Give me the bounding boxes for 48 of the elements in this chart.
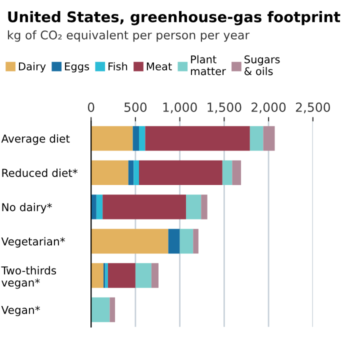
bar <box>186 194 202 220</box>
y-tick-label: Two-thirds vegan* <box>1 266 56 289</box>
bar <box>91 194 96 220</box>
chart-subtitle: kg of CO₂ equivalent per person per year <box>8 30 250 42</box>
bar <box>135 263 152 288</box>
y-tick-label: Reduced diet* <box>2 168 78 177</box>
legend-label: Dairy <box>18 62 46 72</box>
bar <box>151 263 159 288</box>
bar <box>110 297 116 322</box>
x-tick-label: 1,500 <box>208 102 242 114</box>
bar <box>91 297 110 322</box>
bar <box>91 263 104 288</box>
bar <box>193 228 198 254</box>
bar <box>263 126 275 151</box>
x-tick-label: 2,500 <box>296 102 330 114</box>
bar <box>138 126 146 151</box>
bar <box>222 160 232 186</box>
x-tick-label: 0 <box>88 102 94 112</box>
bar <box>91 228 168 254</box>
legend-label: Meat <box>146 62 172 70</box>
bar <box>91 160 128 186</box>
legend-label: Sugars & oils <box>244 55 280 76</box>
bar <box>96 194 103 220</box>
bar <box>128 160 134 186</box>
y-tick-label: Vegetarian* <box>1 237 65 248</box>
bar <box>105 263 108 288</box>
legend-label: Fish <box>108 62 128 70</box>
bar <box>108 263 136 288</box>
chart-title: United States, greenhouse-gas footprint <box>8 11 340 26</box>
bar <box>134 160 139 186</box>
bar <box>180 228 194 254</box>
bar <box>168 228 180 254</box>
bar <box>232 160 242 186</box>
bar <box>250 126 264 151</box>
bar <box>102 194 186 220</box>
bar <box>145 126 250 151</box>
bar <box>201 194 208 220</box>
y-tick-label: Vegan* <box>1 306 40 316</box>
x-tick-label: 2,000 <box>252 102 286 114</box>
bar <box>91 126 133 151</box>
bar <box>138 160 222 186</box>
x-tick-label: 1,000 <box>163 102 197 114</box>
legend-label: Plant matter <box>191 55 226 76</box>
bar <box>132 126 139 151</box>
y-tick-label: No dairy* <box>2 202 52 214</box>
x-tick-label: 500 <box>124 102 147 112</box>
y-tick-label: Average diet <box>1 134 70 145</box>
legend-label: Eggs <box>65 62 90 72</box>
